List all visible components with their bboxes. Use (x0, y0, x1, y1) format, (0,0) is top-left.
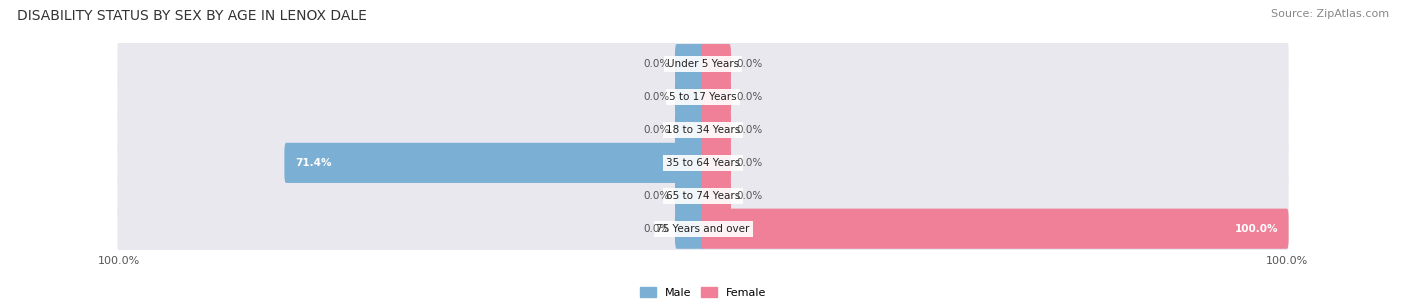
Text: 71.4%: 71.4% (295, 158, 332, 168)
Text: 0.0%: 0.0% (644, 125, 669, 135)
FancyBboxPatch shape (702, 176, 731, 216)
Text: 0.0%: 0.0% (644, 224, 669, 234)
Text: 0.0%: 0.0% (737, 92, 762, 102)
Text: 0.0%: 0.0% (737, 191, 762, 201)
FancyBboxPatch shape (702, 110, 731, 150)
FancyBboxPatch shape (675, 209, 704, 249)
FancyBboxPatch shape (702, 209, 1289, 249)
FancyBboxPatch shape (675, 77, 704, 117)
FancyBboxPatch shape (117, 172, 1289, 219)
FancyBboxPatch shape (117, 205, 1289, 252)
Text: 0.0%: 0.0% (644, 191, 669, 201)
Legend: Male, Female: Male, Female (636, 283, 770, 303)
Text: 0.0%: 0.0% (737, 158, 762, 168)
Text: 35 to 64 Years: 35 to 64 Years (666, 158, 740, 168)
Text: 0.0%: 0.0% (644, 92, 669, 102)
Text: Source: ZipAtlas.com: Source: ZipAtlas.com (1271, 9, 1389, 19)
FancyBboxPatch shape (117, 74, 1289, 120)
FancyBboxPatch shape (117, 139, 1289, 186)
Text: DISABILITY STATUS BY SEX BY AGE IN LENOX DALE: DISABILITY STATUS BY SEX BY AGE IN LENOX… (17, 9, 367, 23)
Text: 100.0%: 100.0% (1234, 224, 1278, 234)
FancyBboxPatch shape (702, 44, 731, 84)
FancyBboxPatch shape (117, 41, 1289, 88)
FancyBboxPatch shape (702, 77, 731, 117)
FancyBboxPatch shape (702, 143, 731, 183)
FancyBboxPatch shape (675, 110, 704, 150)
Text: 0.0%: 0.0% (644, 59, 669, 69)
FancyBboxPatch shape (675, 44, 704, 84)
Text: Under 5 Years: Under 5 Years (666, 59, 740, 69)
FancyBboxPatch shape (284, 143, 704, 183)
Text: 18 to 34 Years: 18 to 34 Years (666, 125, 740, 135)
FancyBboxPatch shape (117, 106, 1289, 153)
FancyBboxPatch shape (675, 176, 704, 216)
Text: 75 Years and over: 75 Years and over (657, 224, 749, 234)
Text: 0.0%: 0.0% (737, 59, 762, 69)
Text: 65 to 74 Years: 65 to 74 Years (666, 191, 740, 201)
Text: 5 to 17 Years: 5 to 17 Years (669, 92, 737, 102)
Text: 0.0%: 0.0% (737, 125, 762, 135)
